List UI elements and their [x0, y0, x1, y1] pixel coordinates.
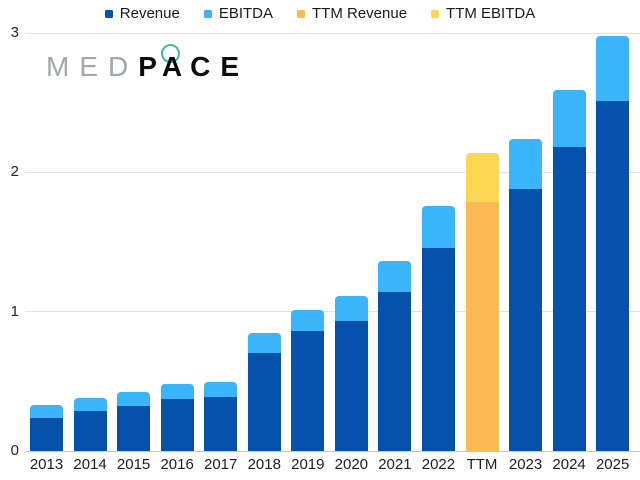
- ebitda-segment-2013: [30, 405, 63, 418]
- legend-label: EBITDA: [218, 5, 273, 22]
- legend-item-revenue: Revenue: [104, 5, 180, 22]
- revenue-segment-2013: [30, 418, 63, 451]
- revenue-segment-2018: [247, 353, 281, 451]
- revenue-segment-2025: [596, 101, 630, 451]
- ebitda-segment-2017: [204, 382, 238, 397]
- ebitda-segment-2024: [552, 90, 586, 147]
- ebitda-marker-icon: [203, 9, 212, 18]
- ttm-ebitda-marker-icon: [431, 9, 440, 18]
- x-axis-label-2022: 2022: [421, 456, 456, 473]
- bar-2025: [596, 36, 630, 451]
- revenue-segment-2021: [378, 292, 412, 451]
- gridline-2: [25, 171, 640, 173]
- ebitda-segment-2022: [421, 206, 455, 248]
- bar-2023: [509, 139, 543, 451]
- x-axis-label-2020: 2020: [334, 456, 369, 473]
- medpace-logo: MED P A CE: [46, 44, 250, 84]
- revenue-segment-2020: [334, 321, 368, 451]
- ebitda-segment-2015: [117, 392, 151, 406]
- logo-letter-a-glyph: A: [161, 51, 183, 82]
- revenue-marker-icon: [104, 9, 113, 18]
- bar-2015: [117, 392, 151, 451]
- y-axis-label-2: 2: [10, 163, 19, 181]
- revenue-segment-2017: [204, 397, 238, 451]
- bar-2022: [421, 206, 455, 451]
- legend-item-ebitda: EBITDA: [203, 5, 273, 22]
- x-axis-label-2023: 2023: [508, 456, 543, 473]
- x-axis-label-2024: 2024: [552, 456, 586, 473]
- revenue-segment-2023: [509, 189, 543, 451]
- revenue-segment-2019: [291, 331, 325, 451]
- ebitda-segment-2025: [596, 36, 630, 101]
- bar-2021: [378, 261, 412, 451]
- revenue-segment-2016: [160, 399, 194, 451]
- x-axis-label-2014: 2014: [73, 456, 107, 473]
- ebitda-segment-2021: [378, 261, 412, 292]
- bar-2013: [30, 405, 63, 451]
- revenue-segment-2022: [421, 248, 455, 451]
- bar-2019: [291, 310, 325, 451]
- legend-label: TTM EBITDA: [446, 5, 536, 22]
- bar-2020: [334, 296, 368, 451]
- ebitda-segment-2016: [160, 384, 194, 399]
- logo-text-ce: CE: [190, 51, 250, 82]
- x-axis-label-2017: 2017: [204, 456, 238, 473]
- x-axis-label-2025: 2025: [595, 456, 630, 473]
- revenue-segment-2015: [117, 406, 151, 451]
- legend-item-ttm-revenue: TTM Revenue: [297, 5, 407, 22]
- bar-2016: [160, 384, 194, 451]
- bar-2024: [552, 90, 586, 451]
- y-axis-label-0: 0: [10, 442, 19, 459]
- ttm-revenue-segment-TTM: [465, 202, 499, 451]
- ebitda-segment-2023: [509, 139, 543, 189]
- x-axis-label-TTM: TTM: [466, 456, 498, 473]
- x-axis-label-2015: 2015: [116, 456, 151, 473]
- bar-2018: [247, 333, 281, 451]
- ttm-revenue-marker-icon: [297, 9, 305, 18]
- x-axis-label-2013: 2013: [29, 456, 64, 473]
- revenue-segment-2024: [552, 147, 586, 451]
- x-axis-label-2021: 2021: [378, 456, 412, 473]
- bar-2017: [204, 382, 238, 451]
- legend-label: Revenue: [119, 5, 180, 22]
- legend: Revenue EBITDA TTM Revenue TTM EBITDA: [0, 5, 640, 22]
- gridline-1: [25, 311, 640, 313]
- gridline-0: [25, 450, 640, 452]
- ebitda-segment-2014: [73, 398, 107, 411]
- x-axis-label-2019: 2019: [291, 456, 325, 473]
- ebitda-segment-2019: [291, 310, 325, 331]
- ebitda-segment-2018: [247, 333, 281, 353]
- x-axis-label-2016: 2016: [160, 456, 194, 473]
- ebitda-segment-2020: [334, 296, 368, 321]
- bar-TTM: [465, 153, 499, 451]
- gridline-3: [25, 32, 640, 34]
- x-axis-label-2018: 2018: [247, 456, 281, 473]
- revenue-segment-2014: [73, 411, 107, 451]
- y-axis-label-1: 1: [10, 302, 19, 320]
- legend-item-ttm-ebitda: TTM EBITDA: [431, 5, 535, 22]
- bar-2014: [73, 398, 107, 451]
- logo-letter-p: P: [138, 51, 157, 82]
- logo-letter-a: A: [160, 44, 183, 84]
- legend-label: TTM Revenue: [312, 5, 408, 22]
- y-axis-label-3: 3: [10, 24, 19, 42]
- logo-text-med: MED: [46, 51, 139, 82]
- ttm-ebitda-segment-TTM: [465, 153, 499, 202]
